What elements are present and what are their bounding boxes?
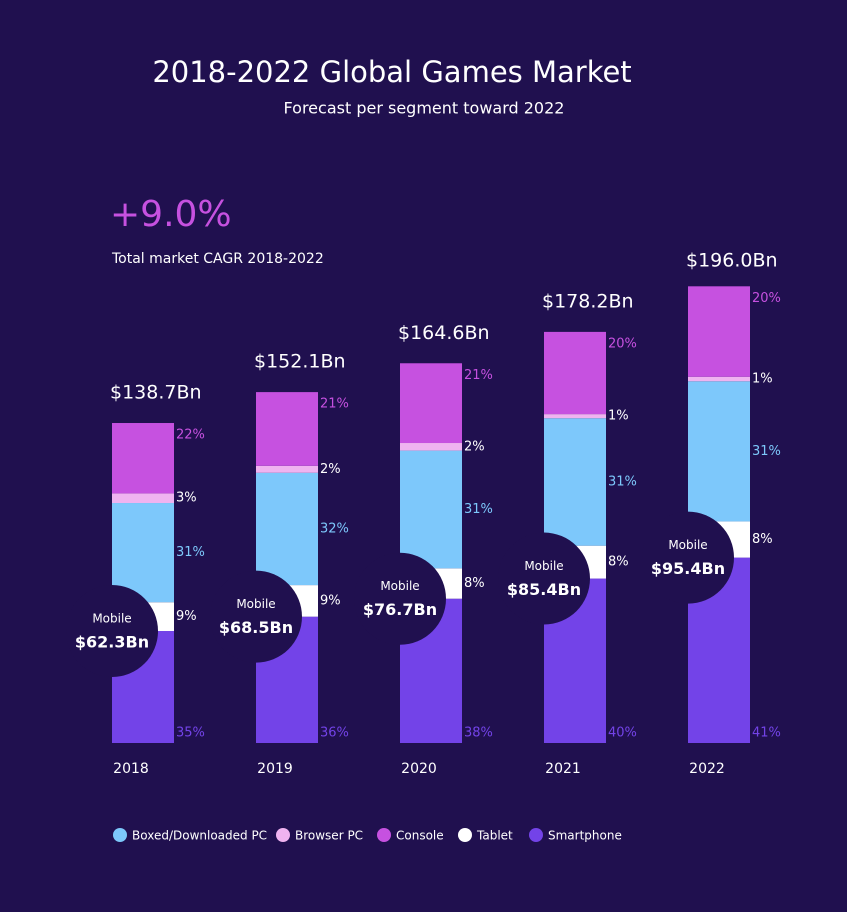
segment-label: 20%: [752, 291, 781, 306]
x-tick-label: 2021: [545, 761, 581, 777]
segment-label: 32%: [320, 521, 349, 536]
mobile-label: Mobile: [524, 559, 563, 573]
segment-label: 20%: [608, 336, 637, 351]
chart-title: 2018-2022 Global Games Market: [152, 55, 631, 89]
bar-segment: [256, 392, 318, 466]
bar-segment: [112, 423, 174, 494]
mobile-label: Mobile: [668, 538, 707, 552]
mobile-value: $68.5Bn: [219, 618, 293, 637]
segment-label: 36%: [320, 726, 349, 741]
x-tick-label: 2022: [689, 761, 725, 777]
cagr-label: Total market CAGR 2018-2022: [111, 251, 324, 267]
mobile-label: Mobile: [92, 612, 131, 626]
mobile-value: $76.7Bn: [363, 600, 437, 619]
mobile-value: $62.3Bn: [75, 633, 149, 652]
bar-segment: [256, 472, 318, 586]
total-label: $164.6Bn: [398, 322, 490, 344]
segment-label: 38%: [464, 726, 493, 741]
segment-label: 40%: [608, 726, 637, 741]
segment-label: 2%: [464, 439, 485, 454]
segment-label: 8%: [752, 532, 773, 547]
mobile-value: $95.4Bn: [651, 559, 725, 578]
chart-subtitle: Forecast per segment toward 2022: [284, 99, 565, 118]
legend-swatch: [458, 828, 472, 842]
segment-label: 1%: [752, 372, 773, 387]
total-label: $138.7Bn: [110, 382, 202, 404]
segment-label: 21%: [464, 368, 493, 383]
segment-label: 41%: [752, 726, 781, 741]
x-tick-label: 2019: [257, 761, 293, 777]
x-tick-label: 2020: [401, 761, 437, 777]
segment-label: 8%: [464, 576, 485, 591]
segment-label: 2%: [320, 462, 341, 477]
segment-label: 9%: [176, 609, 197, 624]
legend-swatch: [377, 828, 391, 842]
stacked-bar: [112, 423, 174, 743]
segment-label: 22%: [176, 428, 205, 443]
mobile-badge: [498, 532, 590, 625]
stacked-bar: [400, 363, 462, 743]
segment-label: 3%: [176, 491, 197, 506]
mobile-badge: [66, 585, 158, 678]
segment-label: 9%: [320, 593, 341, 608]
bar-segment: [688, 376, 750, 382]
segment-label: 21%: [320, 397, 349, 412]
bar-segment: [544, 414, 606, 419]
bar-segment: [400, 363, 462, 444]
segment-label: 31%: [464, 502, 493, 517]
segment-label: 31%: [176, 545, 205, 560]
x-tick-label: 2018: [113, 761, 149, 777]
segment-label: 31%: [608, 474, 637, 489]
bar-segment: [544, 418, 606, 546]
bar-segment: [400, 450, 462, 569]
legend-label: Tablet: [476, 829, 513, 843]
segment-label: 8%: [608, 555, 629, 570]
mobile-badge: [642, 511, 734, 604]
legend-swatch: [276, 828, 290, 842]
bar-segment: [688, 286, 750, 377]
legend-label: Boxed/Downloaded PC: [132, 829, 267, 843]
stacked-bar: [256, 392, 318, 743]
legend-label: Browser PC: [295, 829, 363, 843]
mobile-badge: [354, 552, 446, 645]
total-label: $196.0Bn: [686, 249, 778, 271]
segment-label: 1%: [608, 409, 629, 424]
legend-label: Console: [396, 829, 444, 843]
bar-segment: [688, 381, 750, 522]
mobile-badge: [210, 570, 302, 663]
bar-segment: [544, 331, 606, 415]
segment-label: 31%: [752, 444, 781, 459]
bar-segment: [400, 443, 462, 451]
legend-swatch: [113, 828, 127, 842]
bar-segment: [112, 503, 174, 603]
mobile-value: $85.4Bn: [507, 580, 581, 599]
mobile-label: Mobile: [380, 579, 419, 593]
segment-label: 35%: [176, 726, 205, 741]
legend-label: Smartphone: [548, 829, 622, 843]
total-label: $178.2Bn: [542, 290, 634, 312]
cagr-value: +9.0%: [110, 194, 232, 235]
bar-segment: [256, 465, 318, 473]
legend-swatch: [529, 828, 543, 842]
bar-segment: [112, 493, 174, 504]
mobile-label: Mobile: [236, 597, 275, 611]
total-label: $152.1Bn: [254, 351, 346, 373]
